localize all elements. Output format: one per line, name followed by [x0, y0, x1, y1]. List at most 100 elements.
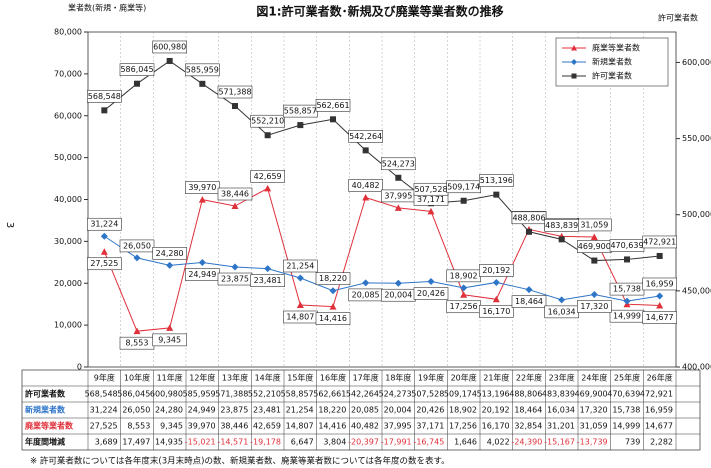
- legend-marker: [571, 59, 577, 65]
- data-label: 469,900: [578, 242, 611, 251]
- point: [264, 265, 272, 273]
- data-label: 542,264: [349, 132, 382, 141]
- table-cell: 488,806: [509, 390, 542, 399]
- table-header: 9年度: [94, 373, 115, 383]
- table-cell: 32,854: [514, 422, 542, 431]
- point: [460, 197, 467, 204]
- data-label: 20,192: [482, 266, 510, 275]
- point: [231, 202, 239, 210]
- data-label-box: [479, 264, 514, 277]
- table-cell: 472,921: [640, 390, 673, 399]
- point: [558, 296, 566, 304]
- table-cell: 20,426: [416, 406, 444, 415]
- data-label-box: [119, 63, 155, 77]
- table-cell: 40,482: [351, 422, 379, 431]
- data-label: 472,921: [643, 237, 676, 246]
- y-tick-label: 10,000: [54, 321, 82, 330]
- table-cell: 1,646: [454, 438, 477, 447]
- data-label: 600,980: [153, 42, 186, 51]
- table-cell: 469,900: [575, 390, 608, 399]
- point: [623, 297, 631, 305]
- data-label: 14,677: [646, 313, 674, 322]
- table-cell: 17,497: [122, 438, 150, 447]
- data-label: 14,416: [319, 314, 347, 323]
- data-label-box: [381, 157, 416, 171]
- data-label-box: [87, 217, 122, 231]
- data-label: 31,059: [580, 220, 608, 229]
- y-tick-label: 20,000: [54, 279, 82, 288]
- table-cell: 2,282: [650, 438, 673, 447]
- point: [394, 204, 402, 211]
- table-cell: 470,639: [607, 390, 640, 399]
- data-label: 27,525: [90, 259, 118, 268]
- point: [100, 248, 108, 255]
- point: [330, 116, 336, 123]
- data-label: 507,528: [414, 185, 447, 194]
- y-axis-title: 業者数(新規・廃業等): [68, 3, 146, 13]
- data-label-box: [87, 257, 122, 271]
- table-row-label: 新規業者数: [25, 405, 66, 415]
- data-label: 26,050: [123, 241, 151, 250]
- table-cell: 17,256: [449, 422, 477, 431]
- data-label-box: [511, 211, 547, 225]
- data-label-box: [217, 187, 253, 201]
- table-cell: 14,807: [286, 422, 314, 431]
- data-label-box: [642, 277, 677, 291]
- point: [231, 263, 239, 271]
- data-label-box: [315, 99, 351, 112]
- table-cell: -15,021: [185, 438, 216, 447]
- point: [526, 228, 532, 235]
- table-header: 23年度: [549, 373, 575, 383]
- table-cell: 8,553: [127, 422, 150, 431]
- table-header: 26年度: [647, 373, 673, 383]
- data-label: 16,034: [548, 307, 576, 316]
- y-tick-label: 50,000: [54, 153, 82, 162]
- point: [427, 207, 435, 215]
- data-label: 37,171: [417, 195, 445, 204]
- table-cell: 3,689: [95, 438, 118, 447]
- data-label-box: [250, 274, 285, 287]
- table-cell: 37,171: [416, 422, 444, 431]
- table-header: 14年度: [255, 373, 281, 383]
- data-label: 17,256: [450, 302, 478, 311]
- point: [493, 191, 500, 198]
- legend-label: 許可業者数: [592, 71, 632, 81]
- data-label: 18,902: [450, 271, 478, 280]
- data-label: 571,388: [218, 88, 251, 97]
- table-header: 18年度: [385, 373, 411, 383]
- data-label-box: [250, 170, 285, 183]
- y2-tick-label: 450,000: [682, 286, 711, 295]
- table-cell: 23,875: [220, 406, 248, 415]
- point: [460, 291, 468, 298]
- data-label: 568,548: [88, 92, 121, 101]
- y-tick-label: 0: [77, 363, 82, 372]
- data-label-box: [348, 179, 383, 192]
- data-label: 23,875: [221, 275, 249, 284]
- y2-axis-title: 許可業者数: [658, 13, 698, 23]
- point: [362, 193, 370, 201]
- data-label: 31,224: [90, 220, 118, 229]
- table-header: 13年度: [222, 373, 248, 383]
- table-cell: 6,647: [291, 438, 314, 447]
- series-line: [104, 235, 660, 302]
- point: [492, 278, 500, 286]
- data-label: 483,839: [545, 221, 578, 230]
- table-header: 11年度: [157, 373, 183, 383]
- legend-marker: [571, 45, 577, 51]
- table-cell: 18,464: [514, 406, 542, 415]
- table-cell: 562,661: [313, 390, 346, 399]
- data-label: 8,553: [126, 339, 149, 348]
- table-header: 21年度: [483, 373, 509, 383]
- table-header: 17年度: [353, 373, 379, 383]
- table-cell: 542,264: [346, 390, 379, 399]
- point: [329, 303, 337, 310]
- table-cell: 14,677: [645, 422, 673, 431]
- data-label-box: [283, 259, 318, 273]
- table-cell: 18,220: [318, 406, 346, 415]
- point: [329, 287, 337, 295]
- table-row-label: 廃業等業者数: [25, 421, 74, 431]
- table-cell: -15,167: [544, 438, 575, 447]
- table-cell: 571,388: [215, 390, 248, 399]
- point: [624, 256, 630, 263]
